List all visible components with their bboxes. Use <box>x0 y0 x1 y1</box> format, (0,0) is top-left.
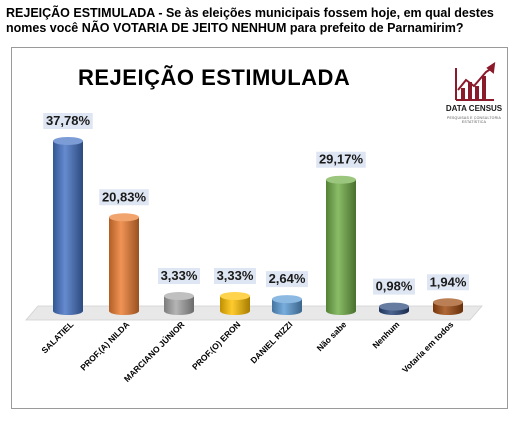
data-label-box <box>427 274 469 291</box>
data-label: 20,83% <box>102 189 147 204</box>
data-label-box <box>316 151 366 168</box>
bar-7 <box>379 302 409 315</box>
bar-2 <box>109 213 139 315</box>
data-label: 0,98% <box>376 279 413 294</box>
bar-4 <box>220 292 250 315</box>
data-label: 1,94% <box>430 274 467 289</box>
chart-title: REJEIÇÃO ESTIMULADA <box>78 65 351 90</box>
category-label: PROF.(O) ERON <box>190 319 242 371</box>
logo-tagline: PESQUISAS E CONSULTORIA ESTATÍSTICA <box>446 116 502 124</box>
bar-3 <box>164 292 194 315</box>
data-label: 37,78% <box>46 113 91 128</box>
category-label: PROF.(A) NILDA <box>78 319 131 372</box>
bar-1 <box>53 136 83 315</box>
category-label: Não sabe <box>315 319 349 353</box>
data-label-box <box>158 268 200 285</box>
category-label: MARCIANO JÚNIOR <box>121 319 186 384</box>
data-label: 3,33% <box>161 268 198 283</box>
category-label: DANIEL RIZZI <box>248 319 294 365</box>
question-heading: REJEIÇÃO ESTIMULADA - Se às eleições mun… <box>6 6 494 35</box>
data-label-box <box>373 278 415 295</box>
data-label: 29,17% <box>319 152 364 167</box>
chart-growth-icon <box>455 61 496 101</box>
bar-5 <box>272 295 302 315</box>
bar-6 <box>326 175 356 315</box>
data-label-box <box>266 271 308 288</box>
chart-floor <box>25 305 483 321</box>
data-label-box <box>214 268 256 285</box>
data-label: 2,64% <box>269 271 306 286</box>
chart-panel <box>11 47 508 409</box>
data-census-logo <box>455 61 496 101</box>
category-label: SALATIEL <box>39 319 75 355</box>
data-label: 3,33% <box>217 268 254 283</box>
logo-name: DATA CENSUS <box>445 104 503 113</box>
data-label-box <box>43 112 93 129</box>
category-label: Nenhum <box>370 319 401 350</box>
category-label: Votaria em todos <box>400 319 456 375</box>
data-label-box <box>99 189 149 206</box>
bar-8 <box>433 298 463 315</box>
